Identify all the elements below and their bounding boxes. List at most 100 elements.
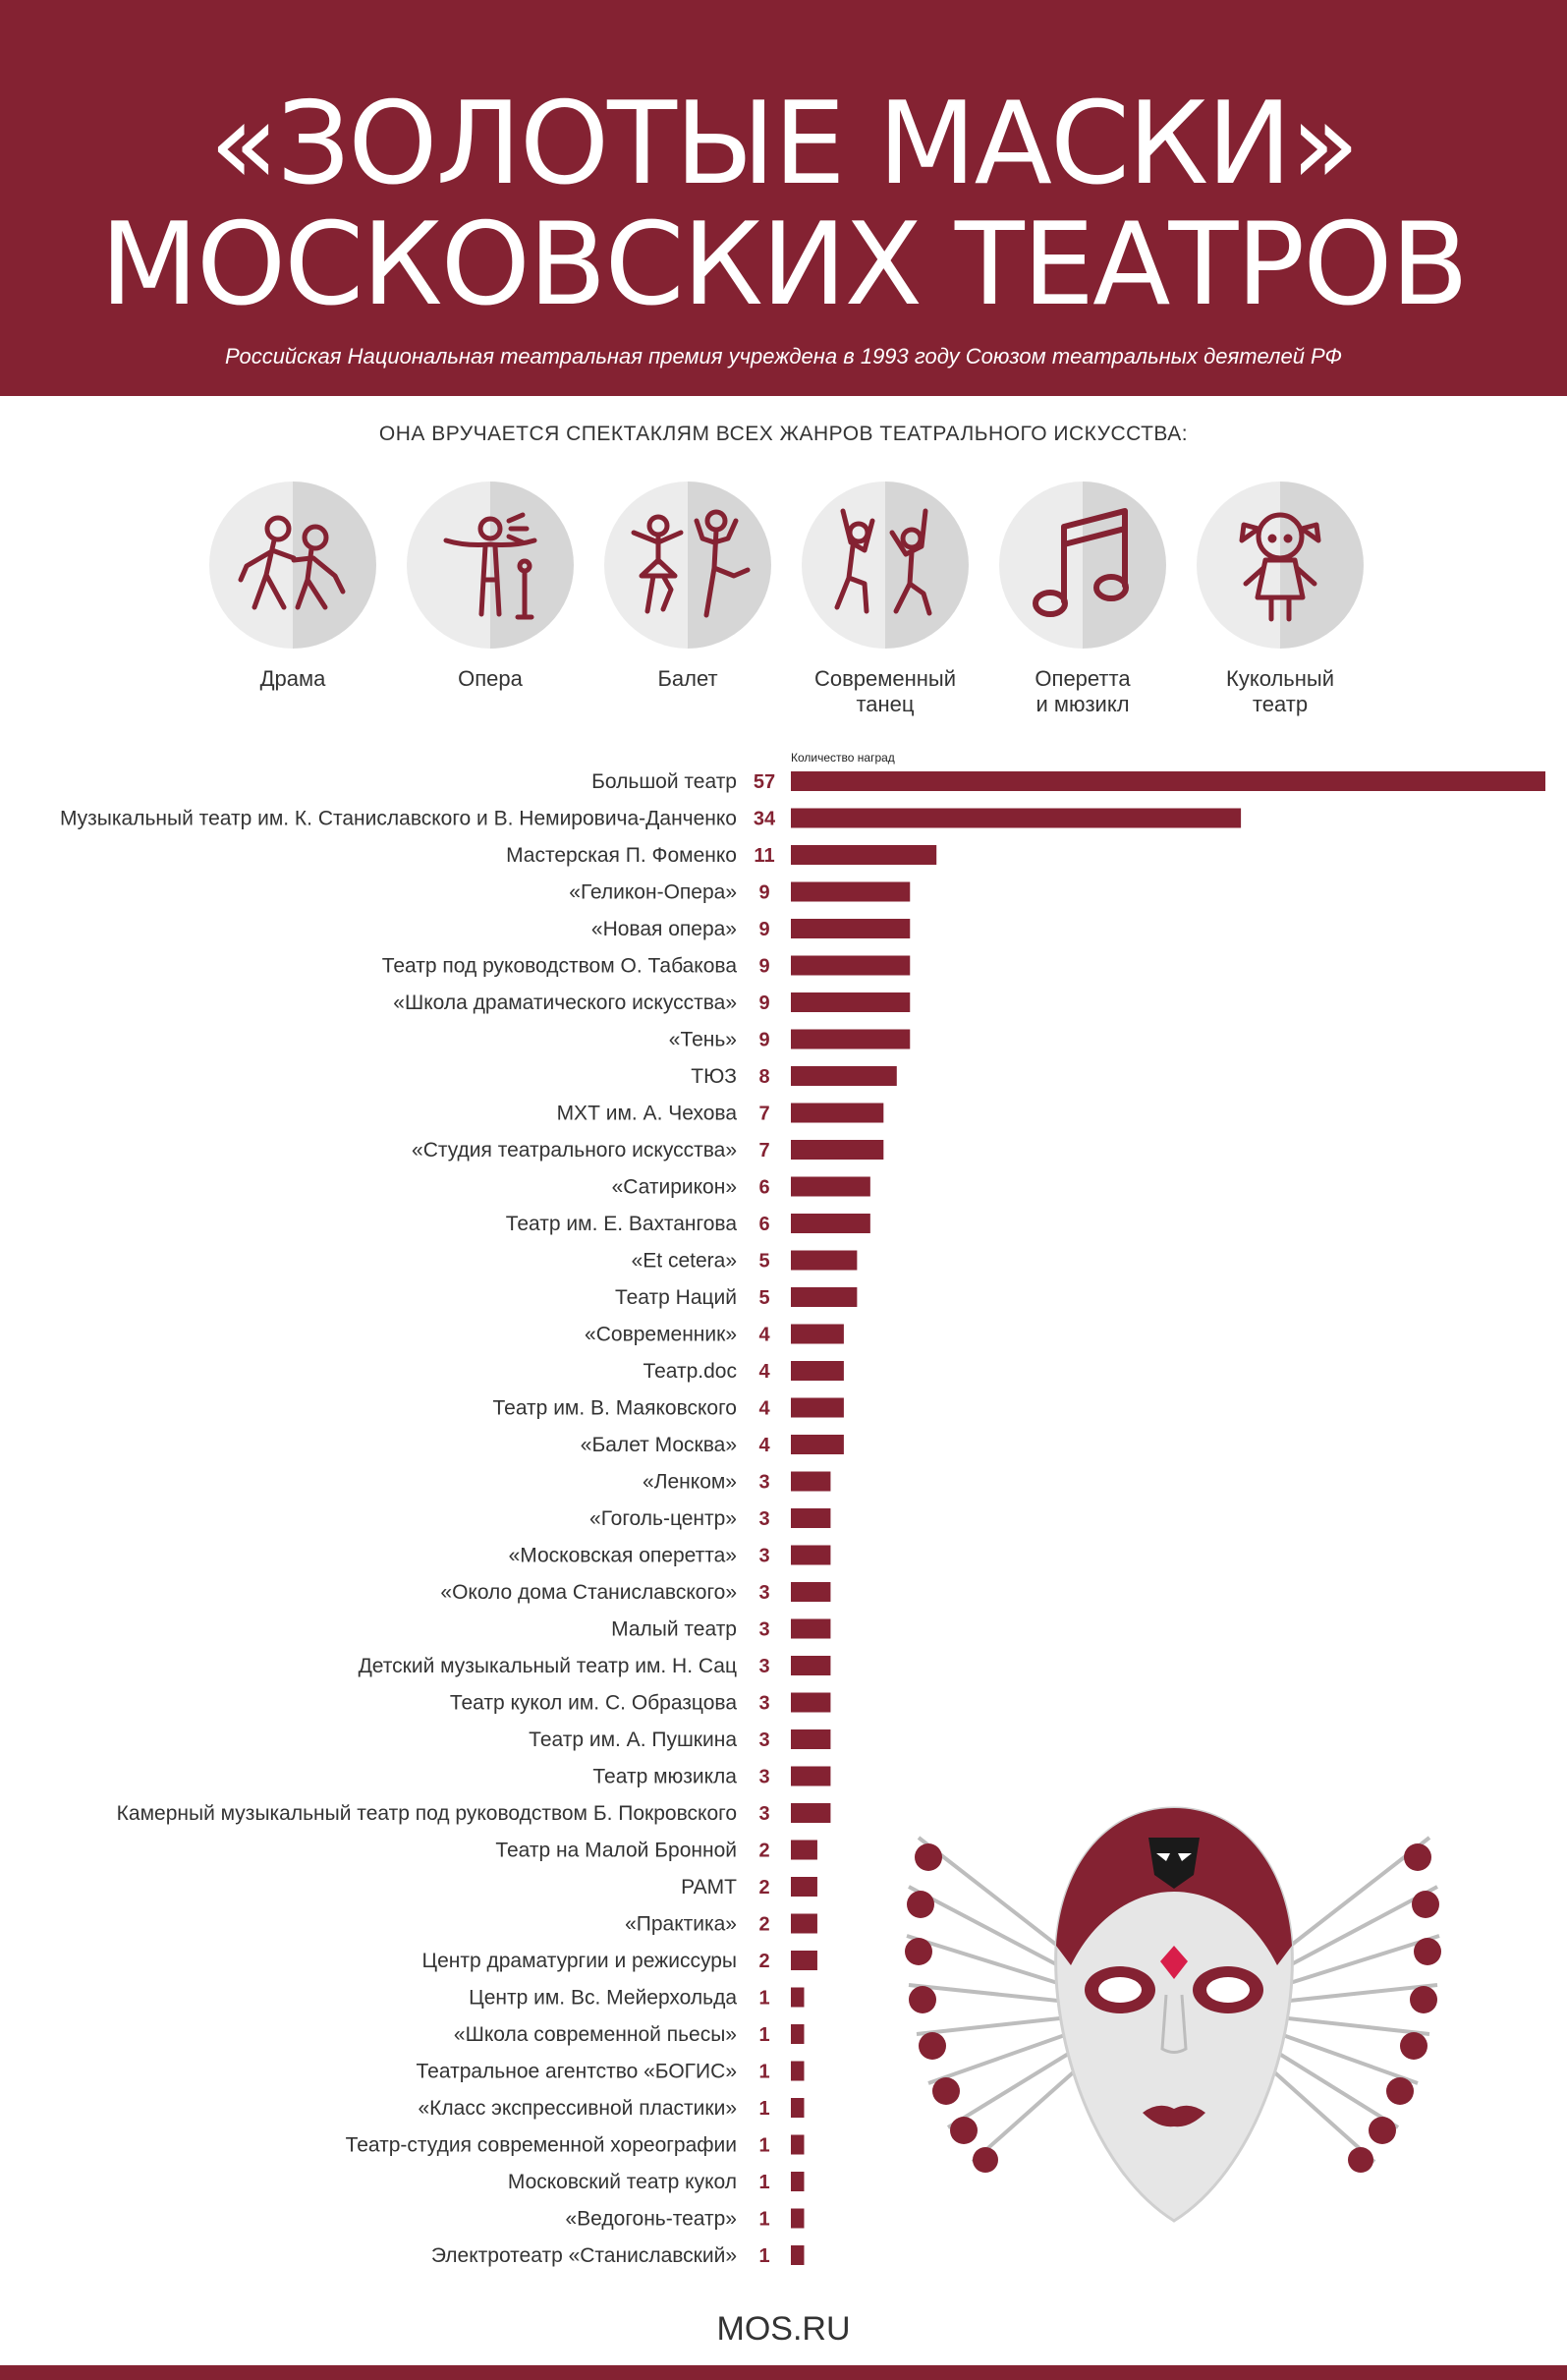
value-label: 3 <box>758 1582 769 1604</box>
bar <box>791 992 911 1012</box>
value-label: 1 <box>758 2135 769 2157</box>
category-label: Центр драматургии и режиссуры <box>422 1950 737 1972</box>
bar <box>791 1435 844 1454</box>
category-label: Малый театр <box>611 1618 737 1641</box>
category-label: Театр под руководством О. Табакова <box>382 955 738 978</box>
value-label: 3 <box>758 1472 769 1494</box>
genre-label: Оперетта и мюзикл <box>1035 666 1131 716</box>
value-label: 7 <box>758 1104 769 1125</box>
category-label: Театр-студия современной хореографии <box>346 2134 737 2157</box>
mask-right-wing-tips <box>1348 1843 1441 2173</box>
category-label: «Около дома Станиславского» <box>440 1581 737 1604</box>
bar <box>791 1729 831 1749</box>
bar <box>791 1803 831 1823</box>
mask-left-eye <box>1098 1977 1142 2003</box>
genre-circle <box>407 482 574 649</box>
opera-icon <box>443 512 537 620</box>
value-label: 2 <box>758 1914 769 1936</box>
value-label: 3 <box>758 1767 769 1788</box>
bar <box>791 1692 831 1713</box>
mask-harlequin-face <box>1148 1838 1200 1889</box>
category-label: «Гоголь-центр» <box>589 1507 737 1530</box>
bar <box>791 1397 844 1418</box>
category-label: «Московская оперетта» <box>509 1545 737 1567</box>
bar <box>791 1951 817 1970</box>
page-title-line-1: «ЗОЛОТЫЕ МАСКИ» <box>208 78 1360 210</box>
music-note-icon <box>1033 508 1129 617</box>
category-label: Театр на Малой Бронной <box>495 1840 737 1862</box>
value-label: 9 <box>758 956 769 978</box>
bar <box>791 881 911 902</box>
category-label: Театр кукол им. С. Образцова <box>450 1692 738 1715</box>
genre-puppet: Кукольный театр <box>1197 482 1364 717</box>
value-label: 1 <box>758 2172 769 2193</box>
bar <box>791 2024 805 2044</box>
value-label: 3 <box>758 1619 769 1641</box>
category-label: Камерный музыкальный театр под руководст… <box>117 1802 737 1825</box>
mask-nose <box>1160 1994 1188 2054</box>
category-label: Большой театр <box>591 770 737 793</box>
value-label: 3 <box>758 1508 769 1530</box>
bar <box>791 771 1545 791</box>
value-label: 3 <box>758 1803 769 1825</box>
bar <box>791 1361 844 1381</box>
value-label: 4 <box>758 1398 770 1420</box>
value-label: 2 <box>758 1951 769 1972</box>
bar <box>791 1103 884 1123</box>
mask-lips <box>1143 2105 1205 2127</box>
bar <box>791 1287 858 1307</box>
bar <box>791 1877 817 1897</box>
value-label: 9 <box>758 919 769 940</box>
value-label: 57 <box>754 771 775 793</box>
bar <box>791 1214 870 1233</box>
genre-circle <box>802 482 969 649</box>
category-label: «Новая опера» <box>591 918 737 940</box>
bar <box>791 845 937 865</box>
category-label: «Et cetera» <box>632 1250 737 1273</box>
bar <box>791 808 1242 828</box>
bar <box>791 1656 831 1675</box>
value-label: 5 <box>758 1251 769 1273</box>
value-label: 1 <box>758 2245 769 2267</box>
bar <box>791 1029 911 1049</box>
category-label: Мастерская П. Фоменко <box>506 844 737 867</box>
category-label: Центр им. Вс. Мейерхольда <box>469 1987 737 2010</box>
value-label: 9 <box>758 1030 769 1051</box>
bar <box>791 1582 831 1602</box>
mask-left-wing-tips <box>905 1843 998 2173</box>
value-label: 1 <box>758 1988 769 2010</box>
genre-circle <box>999 482 1166 649</box>
value-label: 6 <box>758 1214 769 1235</box>
bar <box>791 1840 817 1860</box>
bar <box>791 1545 831 1565</box>
header-banner: «ЗОЛОТЫЕ МАСКИ» МОСКОВСКИХ ТЕАТРОВ Росси… <box>0 0 1567 396</box>
value-label: 3 <box>758 1656 769 1677</box>
genre-operetta-musical: Оперетта и мюзикл <box>999 482 1166 717</box>
category-label: Московский театр кукол <box>508 2171 737 2193</box>
genre-label: Современный танец <box>813 666 957 716</box>
bar <box>791 2098 805 2118</box>
bar <box>791 1618 831 1639</box>
value-label: 4 <box>758 1361 770 1383</box>
bar <box>791 1471 831 1492</box>
genre-circle <box>209 482 376 649</box>
puppet-icon <box>1239 512 1321 622</box>
value-label: 3 <box>758 1693 769 1715</box>
value-label: 5 <box>758 1287 769 1309</box>
category-label: Театр им. В. Маяковского <box>493 1397 737 1420</box>
bar <box>791 919 911 938</box>
footer-brand: MOS.RU <box>716 2310 851 2348</box>
bar <box>791 2245 805 2265</box>
mask-right-eye <box>1206 1977 1250 2003</box>
category-label: Театр Наций <box>615 1286 737 1309</box>
value-label: 4 <box>758 1435 770 1456</box>
value-label: 9 <box>758 992 769 1014</box>
bar <box>791 1766 831 1786</box>
mask-harlequin-eyes <box>1156 1853 1192 1861</box>
value-label: 1 <box>758 2062 769 2083</box>
value-label: 1 <box>758 2209 769 2231</box>
bar <box>791 1508 831 1528</box>
golden-mask-illustration <box>905 1806 1441 2223</box>
category-label: Музыкальный театр им. К. Станиславского … <box>60 808 737 830</box>
